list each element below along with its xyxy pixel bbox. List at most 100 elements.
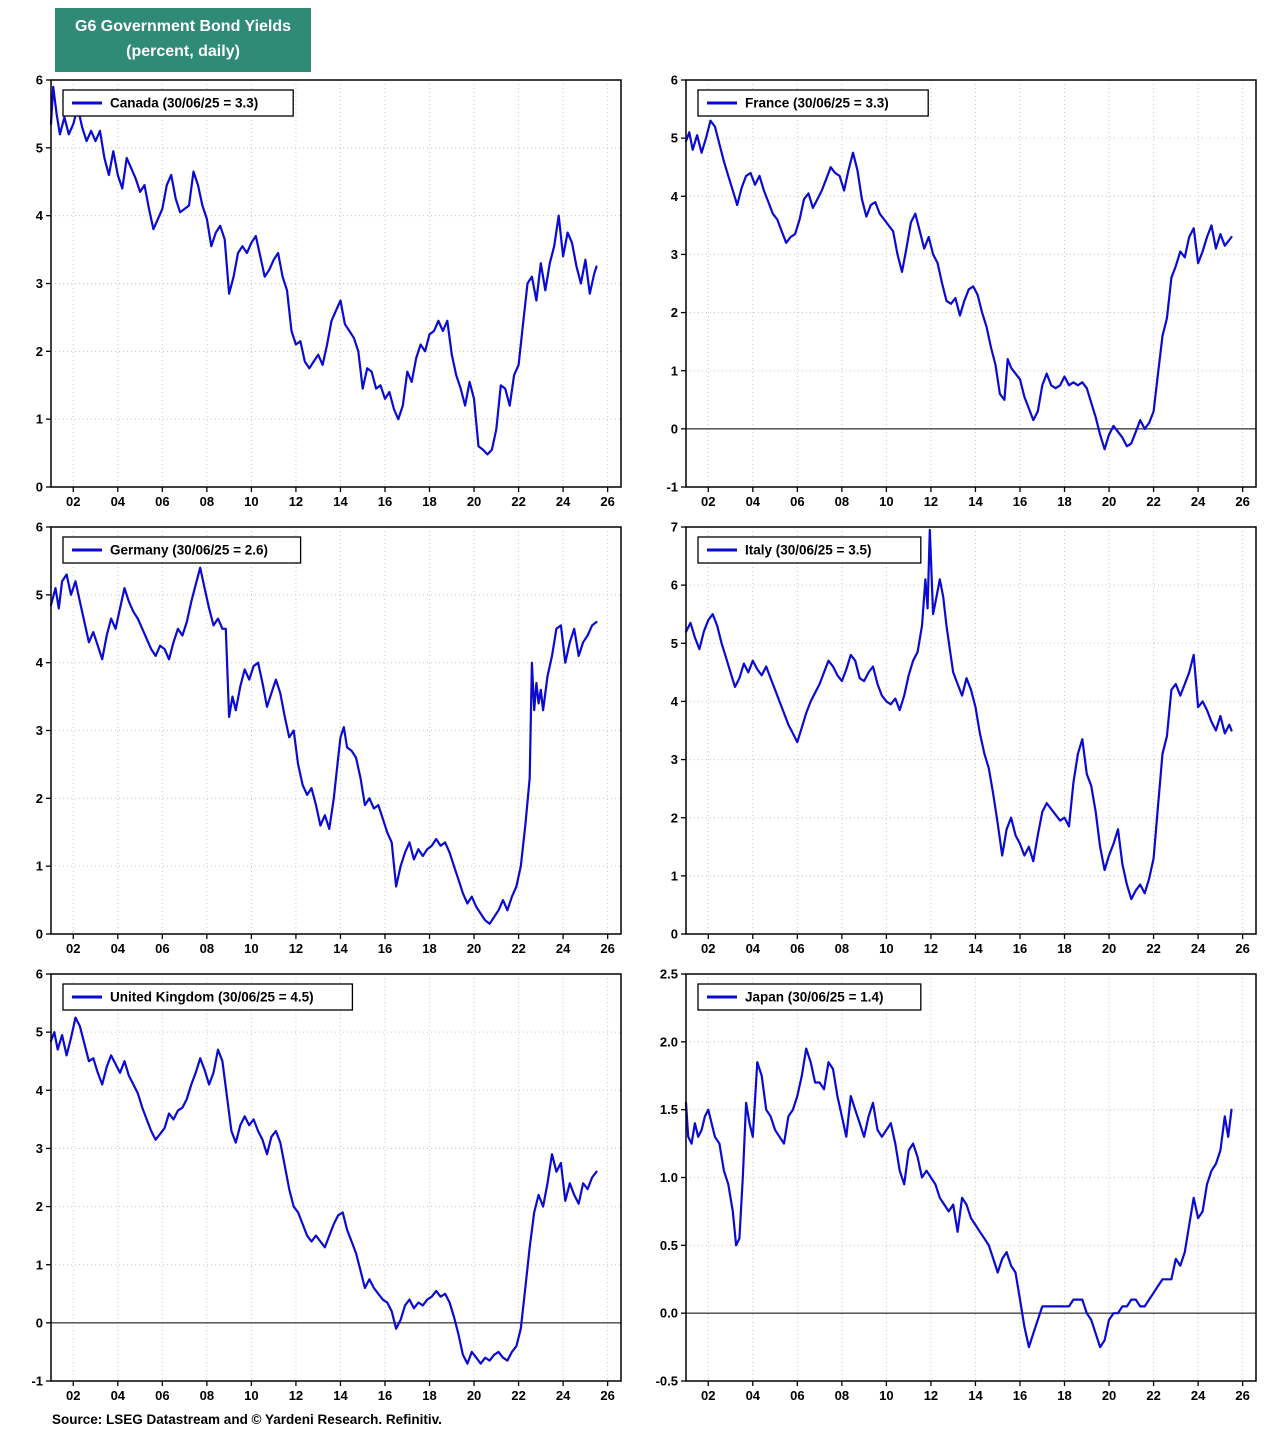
y-tick-label: 6 [36, 520, 43, 535]
x-tick-label: 18 [1057, 941, 1071, 956]
x-tick-label: 20 [1102, 1388, 1116, 1403]
x-tick-label: 24 [556, 941, 571, 956]
gridlines [51, 526, 621, 935]
y-tick-label: 5 [671, 131, 678, 146]
x-tick-label: 18 [1057, 494, 1071, 509]
y-tick-label: 6 [671, 73, 678, 88]
x-tick-label: 08 [200, 941, 214, 956]
x-tick-label: 10 [244, 494, 258, 509]
y-tick-label: 0 [36, 1315, 43, 1330]
y-tick-label: 1 [671, 868, 678, 883]
chart-title-line-2: (percent, daily) [126, 42, 240, 60]
x-tick-label: 04 [111, 494, 126, 509]
plot-frame [685, 526, 1257, 935]
chart-title-box: G6 Government Bond Yields (percent, dail… [55, 8, 312, 72]
x-tick-label: 10 [244, 941, 258, 956]
x-tick-label: 22 [511, 1388, 525, 1403]
x-tick-label: 14 [333, 494, 348, 509]
legend-united-kingdom: United Kingdom (30/06/25 = 4.5) [62, 983, 354, 1011]
series-line-canada [49, 85, 598, 456]
x-tick-label: 24 [1191, 1388, 1206, 1403]
chart-panel-france: -1 0 1 2 3 4 5 6 02 04 06 08 10 12 14 16 18 20 22 24 26 Franc… [640, 72, 1275, 519]
y-tick-label: 0.0 [660, 1306, 678, 1321]
gridlines [51, 79, 621, 488]
y-tick-label: 1 [36, 1257, 43, 1272]
y-tick-label: 0 [671, 927, 678, 942]
x-tick-label: 12 [289, 941, 303, 956]
legend-label: Canada (30/06/25 = 3.3) [110, 96, 258, 111]
x-tick-label: 24 [1191, 494, 1206, 509]
series-line-japan [684, 1047, 1233, 1349]
chart-panel-japan: -0.5 0.0 0.5 1.0 1.5 2.0 2.5 02 04 06 08 10 12 14 16 18… [640, 966, 1275, 1413]
x-tick-label: 08 [200, 494, 214, 509]
x-tick-label: 14 [968, 494, 983, 509]
gridlines [686, 973, 1256, 1382]
x-tick-label: 02 [701, 941, 715, 956]
x-tick-label: 24 [556, 1388, 571, 1403]
y-tick-label: 0 [36, 927, 43, 942]
chart-panel-canada: 0 1 2 3 4 5 6 02 04 06 08 10 12 14 16 18 20 22 24 26 Canada … [5, 72, 640, 519]
y-tick-label: 3 [36, 723, 43, 738]
x-tick-label: 02 [66, 941, 80, 956]
legend-germany: Germany (30/06/25 = 2.6) [62, 536, 302, 564]
y-tick-label: 4 [36, 1083, 44, 1098]
y-tick-label: 2.5 [660, 967, 678, 982]
x-tick-label: 12 [924, 494, 938, 509]
x-tick-label: 18 [422, 494, 436, 509]
chart-panel-italy: 0 1 2 3 4 5 6 7 02 04 06 08 10 12 14 16 18 20 22 24 26 Italy … [640, 519, 1275, 966]
x-tick-label: 12 [924, 1388, 938, 1403]
x-tick-label: 04 [746, 494, 761, 509]
x-tick-label: 16 [378, 494, 392, 509]
x-tick-label: 26 [600, 494, 614, 509]
legend-box [62, 983, 354, 1011]
y-tick-label: 3 [671, 752, 678, 767]
source-note: Source: LSEG Datastream and © Yardeni Re… [52, 1412, 442, 1427]
x-tick-label: 24 [1191, 941, 1206, 956]
x-tick-label: 18 [1057, 1388, 1071, 1403]
legend-label: Italy (30/06/25 = 3.5) [745, 543, 871, 558]
y-tick-label: 1 [36, 859, 43, 874]
legend-japan: Japan (30/06/25 = 1.4) [697, 983, 922, 1011]
x-tick-label: 22 [1146, 1388, 1160, 1403]
y-tick-label: 5 [36, 1025, 43, 1040]
y-tick-label: 3 [36, 276, 43, 291]
x-tick-label: 14 [968, 941, 983, 956]
x-tick-label: 18 [422, 941, 436, 956]
x-tick-label: 10 [879, 494, 893, 509]
legend-label: Germany (30/06/25 = 2.6) [110, 543, 268, 558]
gridlines [686, 526, 1256, 935]
y-tick-label: 5 [671, 636, 678, 651]
y-tick-label: 5 [36, 140, 43, 155]
series-line-germany [49, 566, 598, 925]
x-tick-label: 02 [701, 1388, 715, 1403]
y-tick-label: 4 [36, 655, 44, 670]
y-tick-label: 3 [36, 1141, 43, 1156]
x-tick-label: 06 [790, 1388, 804, 1403]
x-tick-label: 26 [1235, 1388, 1249, 1403]
y-tick-label: 7 [671, 520, 678, 535]
axes: -0.5 0.0 0.5 1.0 1.5 2.0 2.5 02 04 06 08 10 12 14 16 18… [656, 967, 1250, 1403]
x-tick-label: 06 [790, 941, 804, 956]
x-tick-label: 12 [924, 941, 938, 956]
y-tick-label: 0 [36, 480, 43, 495]
x-tick-label: 26 [1235, 941, 1249, 956]
series-line-france [684, 119, 1233, 451]
x-tick-label: 22 [511, 941, 525, 956]
charts-grid: 0 1 2 3 4 5 6 02 04 06 08 10 12 14 16 18 20 22 24 26 Canada … [5, 72, 1275, 1413]
y-tick-label: 3 [671, 247, 678, 262]
chart-title-line-1: G6 Government Bond Yields [75, 18, 292, 35]
y-tick-label: 1 [36, 412, 43, 427]
x-tick-label: 14 [968, 1388, 983, 1403]
x-tick-label: 14 [333, 1388, 348, 1403]
x-tick-label: 22 [1146, 494, 1160, 509]
x-tick-label: 04 [111, 1388, 126, 1403]
x-tick-label: 08 [835, 494, 849, 509]
